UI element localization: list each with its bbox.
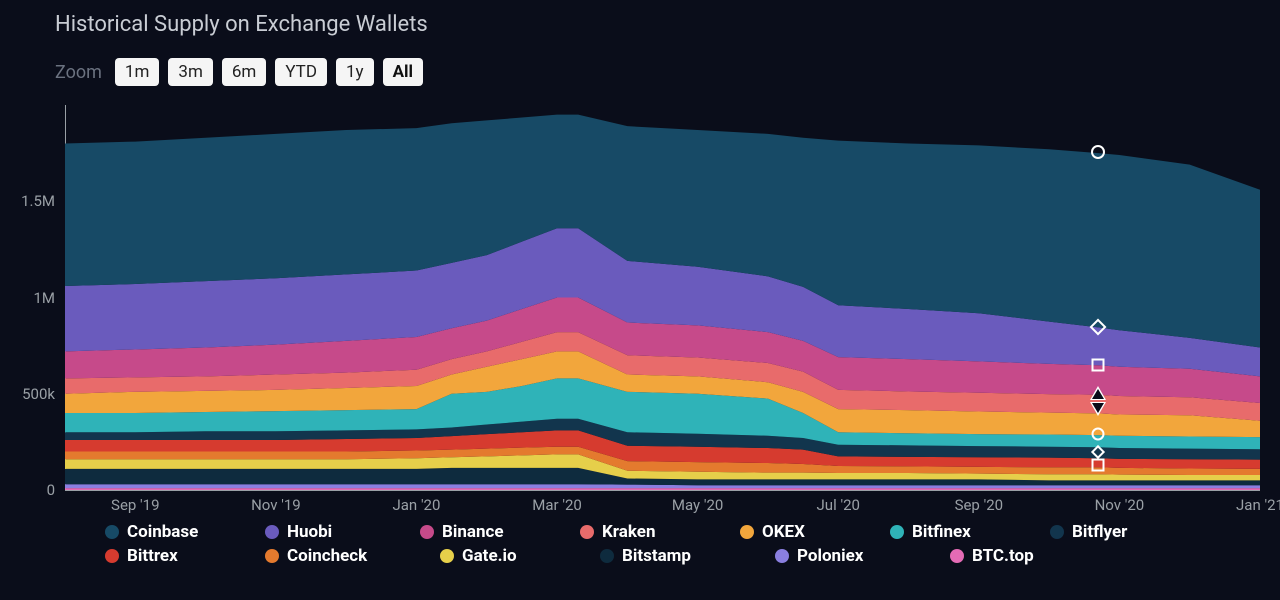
legend-swatch xyxy=(1050,525,1064,539)
legend-label: Bittrex xyxy=(127,546,178,566)
hover-marker xyxy=(1090,386,1106,400)
legend-item-coincheck[interactable]: Coincheck xyxy=(265,546,440,566)
legend-swatch xyxy=(440,549,454,563)
legend-item-bittrex[interactable]: Bittrex xyxy=(105,546,265,566)
x-tick-label: Nov '19 xyxy=(251,496,301,514)
x-tick-label: Jul '20 xyxy=(817,496,860,514)
legend-item-huobi[interactable]: Huobi xyxy=(265,522,420,542)
hover-marker xyxy=(1092,428,1105,441)
legend-item-bitstamp[interactable]: Bitstamp xyxy=(600,546,775,566)
legend-item-okex[interactable]: OKEX xyxy=(740,522,890,542)
legend-swatch xyxy=(950,549,964,563)
chart-container: Historical Supply on Exchange Wallets Zo… xyxy=(0,0,1280,600)
legend-swatch xyxy=(600,549,614,563)
x-tick-label: Sep '20 xyxy=(955,496,1004,514)
zoom-button-1y[interactable]: 1y xyxy=(336,58,374,86)
hover-marker xyxy=(1092,359,1105,372)
legend-swatch xyxy=(265,525,279,539)
area-btc_top[interactable] xyxy=(65,488,1260,490)
zoom-label: Zoom xyxy=(55,62,102,83)
x-axis-ticks: Sep '19 Nov '19 Jan '20 Mar '20 May '20 Jul '… xyxy=(65,496,1260,518)
y-tick-label: 500k xyxy=(22,385,55,403)
chart-title: Historical Supply on Exchange Wallets xyxy=(55,12,428,37)
hover-marker xyxy=(1092,458,1105,471)
legend-label: Binance xyxy=(442,522,504,542)
legend-swatch xyxy=(105,549,119,563)
legend-item-binance[interactable]: Binance xyxy=(420,522,580,542)
hover-marker xyxy=(1091,145,1105,159)
x-tick-label: Sep '19 xyxy=(111,496,160,514)
stacked-area-svg xyxy=(65,105,1260,490)
legend-item-gate_io[interactable]: Gate.io xyxy=(440,546,600,566)
plot-area xyxy=(65,105,1260,490)
legend-label: OKEX xyxy=(762,522,805,542)
legend-item-coinbase[interactable]: Coinbase xyxy=(105,522,265,542)
y-tick-label: 0 xyxy=(47,481,55,499)
legend-item-poloniex[interactable]: Poloniex xyxy=(775,546,950,566)
legend-swatch xyxy=(265,549,279,563)
legend-item-kraken[interactable]: Kraken xyxy=(580,522,740,542)
legend-item-btc_top[interactable]: BTC.top xyxy=(950,546,1110,566)
zoom-bar: Zoom 1m 3m 6m YTD 1y All xyxy=(55,58,423,86)
legend-swatch xyxy=(420,525,434,539)
legend-item-bitflyer[interactable]: Bitflyer xyxy=(1050,522,1205,542)
legend-swatch xyxy=(580,525,594,539)
x-tick-label: May '20 xyxy=(672,496,723,514)
legend-label: Huobi xyxy=(287,522,332,542)
legend: Coinbase Huobi Binance Kraken OKEX Bitfinex Bi… xyxy=(105,522,1240,566)
x-tick-label: Nov '20 xyxy=(1095,496,1145,514)
legend-label: Coinbase xyxy=(127,522,198,542)
legend-label: Kraken xyxy=(602,522,655,542)
y-tick-label: 1M xyxy=(33,289,55,307)
legend-swatch xyxy=(890,525,904,539)
y-tick-label: 1.5M xyxy=(21,192,55,210)
x-axis-line xyxy=(65,490,1260,491)
hover-marker xyxy=(1090,402,1106,416)
zoom-button-ytd[interactable]: YTD xyxy=(275,58,327,86)
legend-label: Bitstamp xyxy=(622,546,691,566)
x-tick-label: Jan '21 xyxy=(1236,496,1280,514)
legend-label: BTC.top xyxy=(972,546,1034,566)
zoom-button-6m[interactable]: 6m xyxy=(222,58,266,86)
legend-swatch xyxy=(105,525,119,539)
legend-label: Coincheck xyxy=(287,546,367,566)
zoom-button-all[interactable]: All xyxy=(383,58,423,86)
legend-swatch xyxy=(775,549,789,563)
x-tick-label: Jan '20 xyxy=(393,496,441,514)
legend-label: Bitfinex xyxy=(912,522,971,542)
zoom-button-1m[interactable]: 1m xyxy=(115,58,159,86)
zoom-button-3m[interactable]: 3m xyxy=(168,58,212,86)
legend-item-bitfinex[interactable]: Bitfinex xyxy=(890,522,1050,542)
legend-label: Gate.io xyxy=(462,546,517,566)
legend-label: Bitflyer xyxy=(1072,522,1127,542)
x-tick-label: Mar '20 xyxy=(532,496,582,514)
legend-label: Poloniex xyxy=(797,546,863,566)
legend-swatch xyxy=(740,525,754,539)
y-axis-ticks: 0500k1M1.5M xyxy=(0,105,55,490)
